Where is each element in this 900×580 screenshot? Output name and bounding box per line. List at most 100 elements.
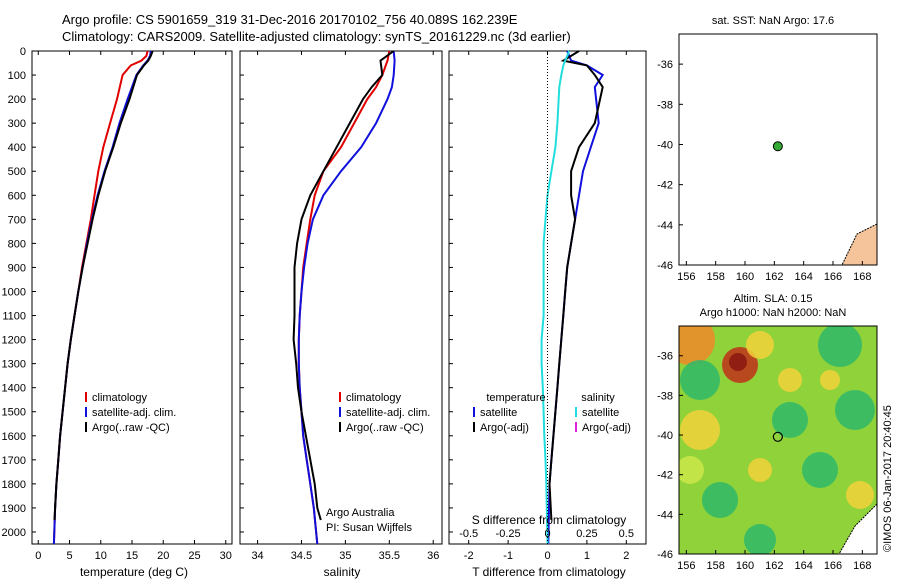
salinity-xtick-label: 34.5 <box>291 550 312 562</box>
salinity-axes-frame <box>239 50 443 545</box>
sla_map-xtick-label: 164 <box>794 560 812 572</box>
sst_map-xtick-label: 162 <box>765 271 783 283</box>
sla_map-xtick-label: 168 <box>853 560 871 572</box>
salinity-legend-label: Argo(..raw -QC) <box>346 422 424 434</box>
temperature-legend-label: Argo(..raw -QC) <box>92 422 170 434</box>
diff-s-tick-label: -0.25 <box>496 528 521 540</box>
diff-legend-sal-title: salinity <box>581 392 615 404</box>
diff-xlabel-top: S difference from climatology <box>472 513 627 527</box>
sst_map-xtick-label: 156 <box>677 271 695 283</box>
salinity-xtick-label: 35 <box>339 550 351 562</box>
sla-land-nz <box>838 503 877 554</box>
sla-blob <box>748 458 772 482</box>
sla-argo-point <box>772 431 783 442</box>
sst_map-ytick-label: -42 <box>657 180 673 192</box>
sla-blob <box>679 326 715 365</box>
sla_map-xtick-label: 158 <box>706 560 724 572</box>
sla-blob <box>846 481 874 509</box>
sst_map-xtick-label: 164 <box>794 271 812 283</box>
sst_map-ytick-label: -36 <box>657 59 673 71</box>
temperature-ytick-label: 0 <box>20 46 26 58</box>
sst_map-xtick-label: 168 <box>853 271 871 283</box>
salinity-series-satellite-adj-clim- <box>297 50 396 545</box>
sst_map-xtick-label: 158 <box>706 271 724 283</box>
temperature-ytick-label: 1300 <box>2 359 26 371</box>
diff-s-tick-label: -0.5 <box>459 528 478 540</box>
sla-blob <box>802 452 838 488</box>
sla_map-ytick-label: -40 <box>657 430 673 442</box>
title-line-1: Argo profile: CS 5901659_319 31-Dec-2016… <box>62 12 518 27</box>
sla_map-xtick-label: 160 <box>736 560 754 572</box>
salinity-xtick-label: 34 <box>251 550 263 562</box>
sla-blob <box>729 353 747 371</box>
temperature-ytick-label: 2000 <box>2 527 26 539</box>
temperature-axes-frame <box>31 50 233 545</box>
sla_map-xtick-label: 156 <box>677 560 695 572</box>
temperature-xtick-label: 0 <box>35 550 41 562</box>
temperature-ytick-label: 200 <box>8 94 26 106</box>
temperature-ytick-label: 600 <box>8 190 26 202</box>
salinity-xtick-label: 35.5 <box>379 550 400 562</box>
diff-sal-legend-label: satellite <box>582 407 619 419</box>
sla-blob <box>778 368 802 392</box>
sst-map-title: sat. SST: NaN Argo: 17.6 <box>712 15 834 27</box>
salinity-legend-label: satellite-adj. clim. <box>346 407 430 419</box>
sst_map-xtick-label: 166 <box>824 271 842 283</box>
sla-blob <box>746 331 774 359</box>
sla_map-ytick-label: -36 <box>657 351 673 363</box>
sla_map-ytick-label: -46 <box>657 549 673 561</box>
temperature-ytick-label: 400 <box>8 142 26 154</box>
temperature-ytick-label: 100 <box>8 70 26 82</box>
sst_map-xtick-label: 160 <box>736 271 754 283</box>
sla-blob <box>679 456 704 484</box>
temperature-xtick-label: 10 <box>95 550 107 562</box>
temperature-ytick-label: 900 <box>8 262 26 274</box>
sst_map-ytick-label: -44 <box>657 220 673 232</box>
temperature-xtick-label: 15 <box>126 550 138 562</box>
temperature-ytick-label: 1100 <box>2 311 26 323</box>
temperature-ytick-label: 1900 <box>2 503 26 515</box>
temperature-xtick-label: 20 <box>157 550 169 562</box>
temperature-ytick-label: 300 <box>8 118 26 130</box>
differences-xtick-label: -2 <box>464 550 474 562</box>
temperature-ytick-label: 700 <box>8 214 26 226</box>
diff-temp-legend-label: Argo(-adj) <box>480 422 529 434</box>
sla_map-xtick-label: 166 <box>824 560 842 572</box>
temperature-xtick-label: 5 <box>66 550 72 562</box>
credit-text: ©IMOS 06-Jan-2017 20:40:45 <box>882 405 894 552</box>
sla_map-ytick-label: -42 <box>657 470 673 482</box>
argo-annotation-2: PI: Susan Wijffels <box>326 522 412 534</box>
sst_map-ytick-label: -38 <box>657 99 673 111</box>
diff-s-tick-label: 0.5 <box>619 528 634 540</box>
diff-temp-legend-label: satellite <box>480 407 517 419</box>
sst_map-ytick-label: -40 <box>657 139 673 151</box>
temperature-xtick-label: 30 <box>220 550 232 562</box>
temperature-series-argo-raw-qc- <box>53 50 154 521</box>
sla-map-title-1: Altim. SLA: 0.15 <box>734 293 813 305</box>
sst_map-frame <box>678 33 878 266</box>
temperature-ytick-label: 800 <box>8 238 26 250</box>
sla-map-title-2: Argo h1000: NaN h2000: NaN <box>700 307 847 319</box>
temperature-ytick-label: 1700 <box>2 455 26 467</box>
sla-blob <box>820 370 840 390</box>
differences-xtick-label: 1 <box>584 550 590 562</box>
temperature-legend-label: satellite-adj. clim. <box>92 407 176 419</box>
sla-blob <box>702 482 738 518</box>
temperature-ytick-label: 1200 <box>2 335 26 347</box>
sla-blob <box>744 524 776 554</box>
temperature-legend-label: climatology <box>92 392 148 404</box>
sst-argo-point <box>772 141 783 152</box>
differences-series-temperature-argo-adj- <box>548 50 604 521</box>
differences-xtick-label: -1 <box>503 550 513 562</box>
sla-blob <box>680 410 720 450</box>
temperature-ytick-label: 500 <box>8 166 26 178</box>
diff-sal-legend-label: Argo(-adj) <box>582 422 631 434</box>
sla-heatmap <box>679 326 877 554</box>
sla-blob <box>680 360 720 400</box>
title-line-2: Climatology: CARS2009. Satellite-adjuste… <box>62 29 571 44</box>
diff-xlabel: T difference from climatology <box>472 565 626 579</box>
temperature-ytick-label: 1800 <box>2 479 26 491</box>
salinity-xtick-label: 36 <box>427 550 439 562</box>
diff-legend-temp-title: temperature <box>486 392 545 404</box>
sla_map-ytick-label: -44 <box>657 509 673 521</box>
